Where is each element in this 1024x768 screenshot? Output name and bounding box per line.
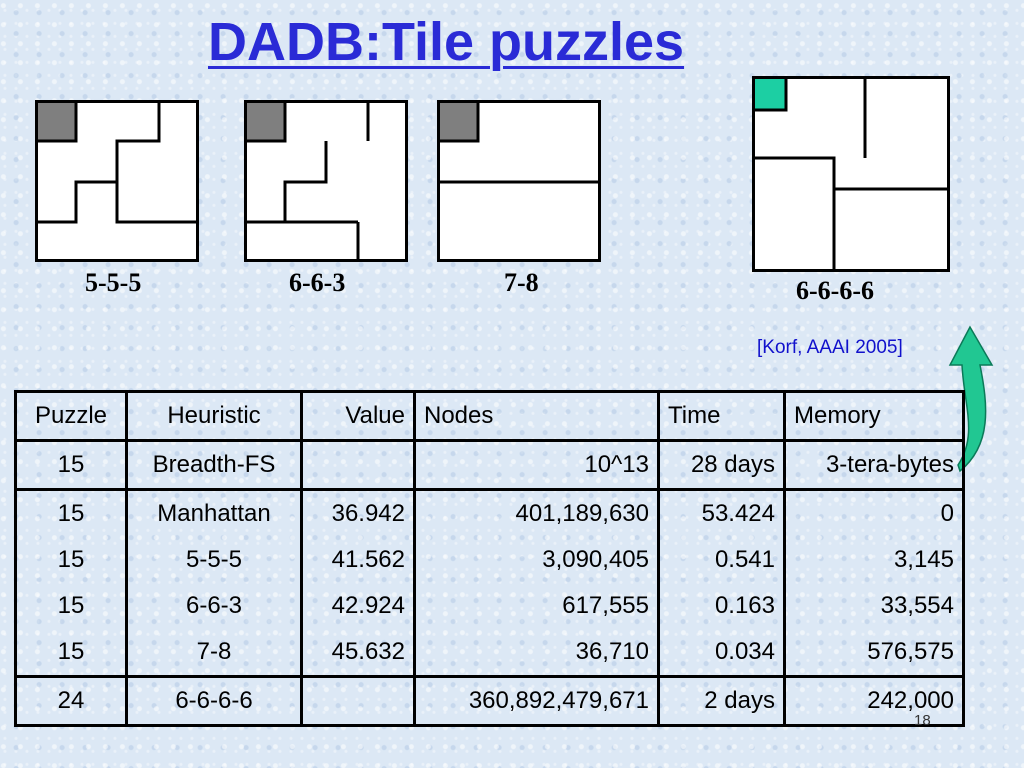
cell-memory: 576,575 [783, 629, 965, 677]
blank-tile [247, 103, 285, 141]
cell-puzzle: 15 [14, 537, 128, 583]
blank-tile [38, 103, 76, 141]
blank-tile [440, 103, 478, 141]
table-row: 15 Breadth-FS 10^13 28 days 3-tera-bytes [14, 439, 965, 490]
cell-nodes: 10^13 [413, 439, 660, 490]
table-header-row: Puzzle Heuristic Value Nodes Time Memory [14, 390, 965, 441]
cell-heuristic: 6-6-6-6 [125, 675, 303, 727]
cell-heuristic: Manhattan [125, 488, 303, 537]
partition-5-5-5-figure [35, 100, 199, 262]
cell-puzzle: 15 [14, 488, 128, 537]
cell-nodes: 360,892,479,671 [413, 675, 660, 727]
table-row: 15 6-6-3 42.924 617,555 0.163 33,554 [14, 583, 965, 629]
cell-time: 53.424 [657, 488, 786, 537]
cell-value: 36.942 [300, 488, 416, 537]
cell-value [300, 439, 416, 490]
cell-memory: 33,554 [783, 583, 965, 629]
partition-6-6-6-6-figure [752, 76, 950, 272]
cell-time: 0.034 [657, 629, 786, 677]
cell-time: 28 days [657, 439, 786, 490]
diagram-label: 7-8 [504, 268, 539, 297]
diagram-label: 6-6-3 [289, 268, 346, 297]
partition-6-6-3-figure [244, 100, 408, 262]
cell-puzzle: 15 [14, 629, 128, 677]
column-header-puzzle: Puzzle [14, 390, 128, 441]
diagram-7-8: 7-8 [437, 100, 601, 297]
cell-puzzle: 15 [14, 583, 128, 629]
column-header-nodes: Nodes [413, 390, 660, 441]
table-row: 15 7-8 45.632 36,710 0.034 576,575 [14, 629, 965, 677]
cell-time: 0.163 [657, 583, 786, 629]
cell-heuristic: Breadth-FS [125, 439, 303, 490]
cell-nodes: 617,555 [413, 583, 660, 629]
slide-title: DADB:Tile puzzles [208, 12, 685, 72]
column-header-value: Value [300, 390, 416, 441]
cell-nodes: 36,710 [413, 629, 660, 677]
diagram-5-5-5: 5-5-5 [35, 100, 199, 297]
cell-time: 0.541 [657, 537, 786, 583]
cell-value [300, 675, 416, 727]
cell-memory: 3,145 [783, 537, 965, 583]
table-row: 15 Manhattan 36.942 401,189,630 53.424 0 [14, 488, 965, 537]
cell-puzzle: 24 [14, 675, 128, 727]
partition-7-8-figure [437, 100, 601, 262]
cell-heuristic: 7-8 [125, 629, 303, 677]
cell-value: 45.632 [300, 629, 416, 677]
table-row: 24 6-6-6-6 360,892,479,671 2 days 242,00… [14, 675, 965, 727]
column-header-heuristic: Heuristic [125, 390, 303, 441]
diagram-label: 6-6-6-6 [796, 276, 874, 305]
column-header-memory: Memory [783, 390, 965, 441]
diagram-6-6-6-6: 6-6-6-6 [752, 76, 950, 305]
cell-puzzle: 15 [14, 439, 128, 490]
page-number: 18 [914, 712, 931, 729]
table-row: 15 5-5-5 41.562 3,090,405 0.541 3,145 [14, 537, 965, 583]
diagram-6-6-3: 6-6-3 [244, 100, 408, 297]
cell-memory: 3-tera-bytes [783, 439, 965, 490]
blank-tile [755, 79, 786, 110]
cell-value: 42.924 [300, 583, 416, 629]
cell-heuristic: 6-6-3 [125, 583, 303, 629]
cell-memory: 242,000 [783, 675, 965, 727]
column-header-time: Time [657, 390, 786, 441]
cell-time: 2 days [657, 675, 786, 727]
diagram-label: 5-5-5 [85, 268, 142, 297]
cell-nodes: 3,090,405 [413, 537, 660, 583]
cell-heuristic: 5-5-5 [125, 537, 303, 583]
results-table: Puzzle Heuristic Value Nodes Time Memory… [14, 390, 965, 727]
citation: [Korf, AAAI 2005] [757, 337, 903, 358]
cell-nodes: 401,189,630 [413, 488, 660, 537]
cell-memory: 0 [783, 488, 965, 537]
cell-value: 41.562 [300, 537, 416, 583]
